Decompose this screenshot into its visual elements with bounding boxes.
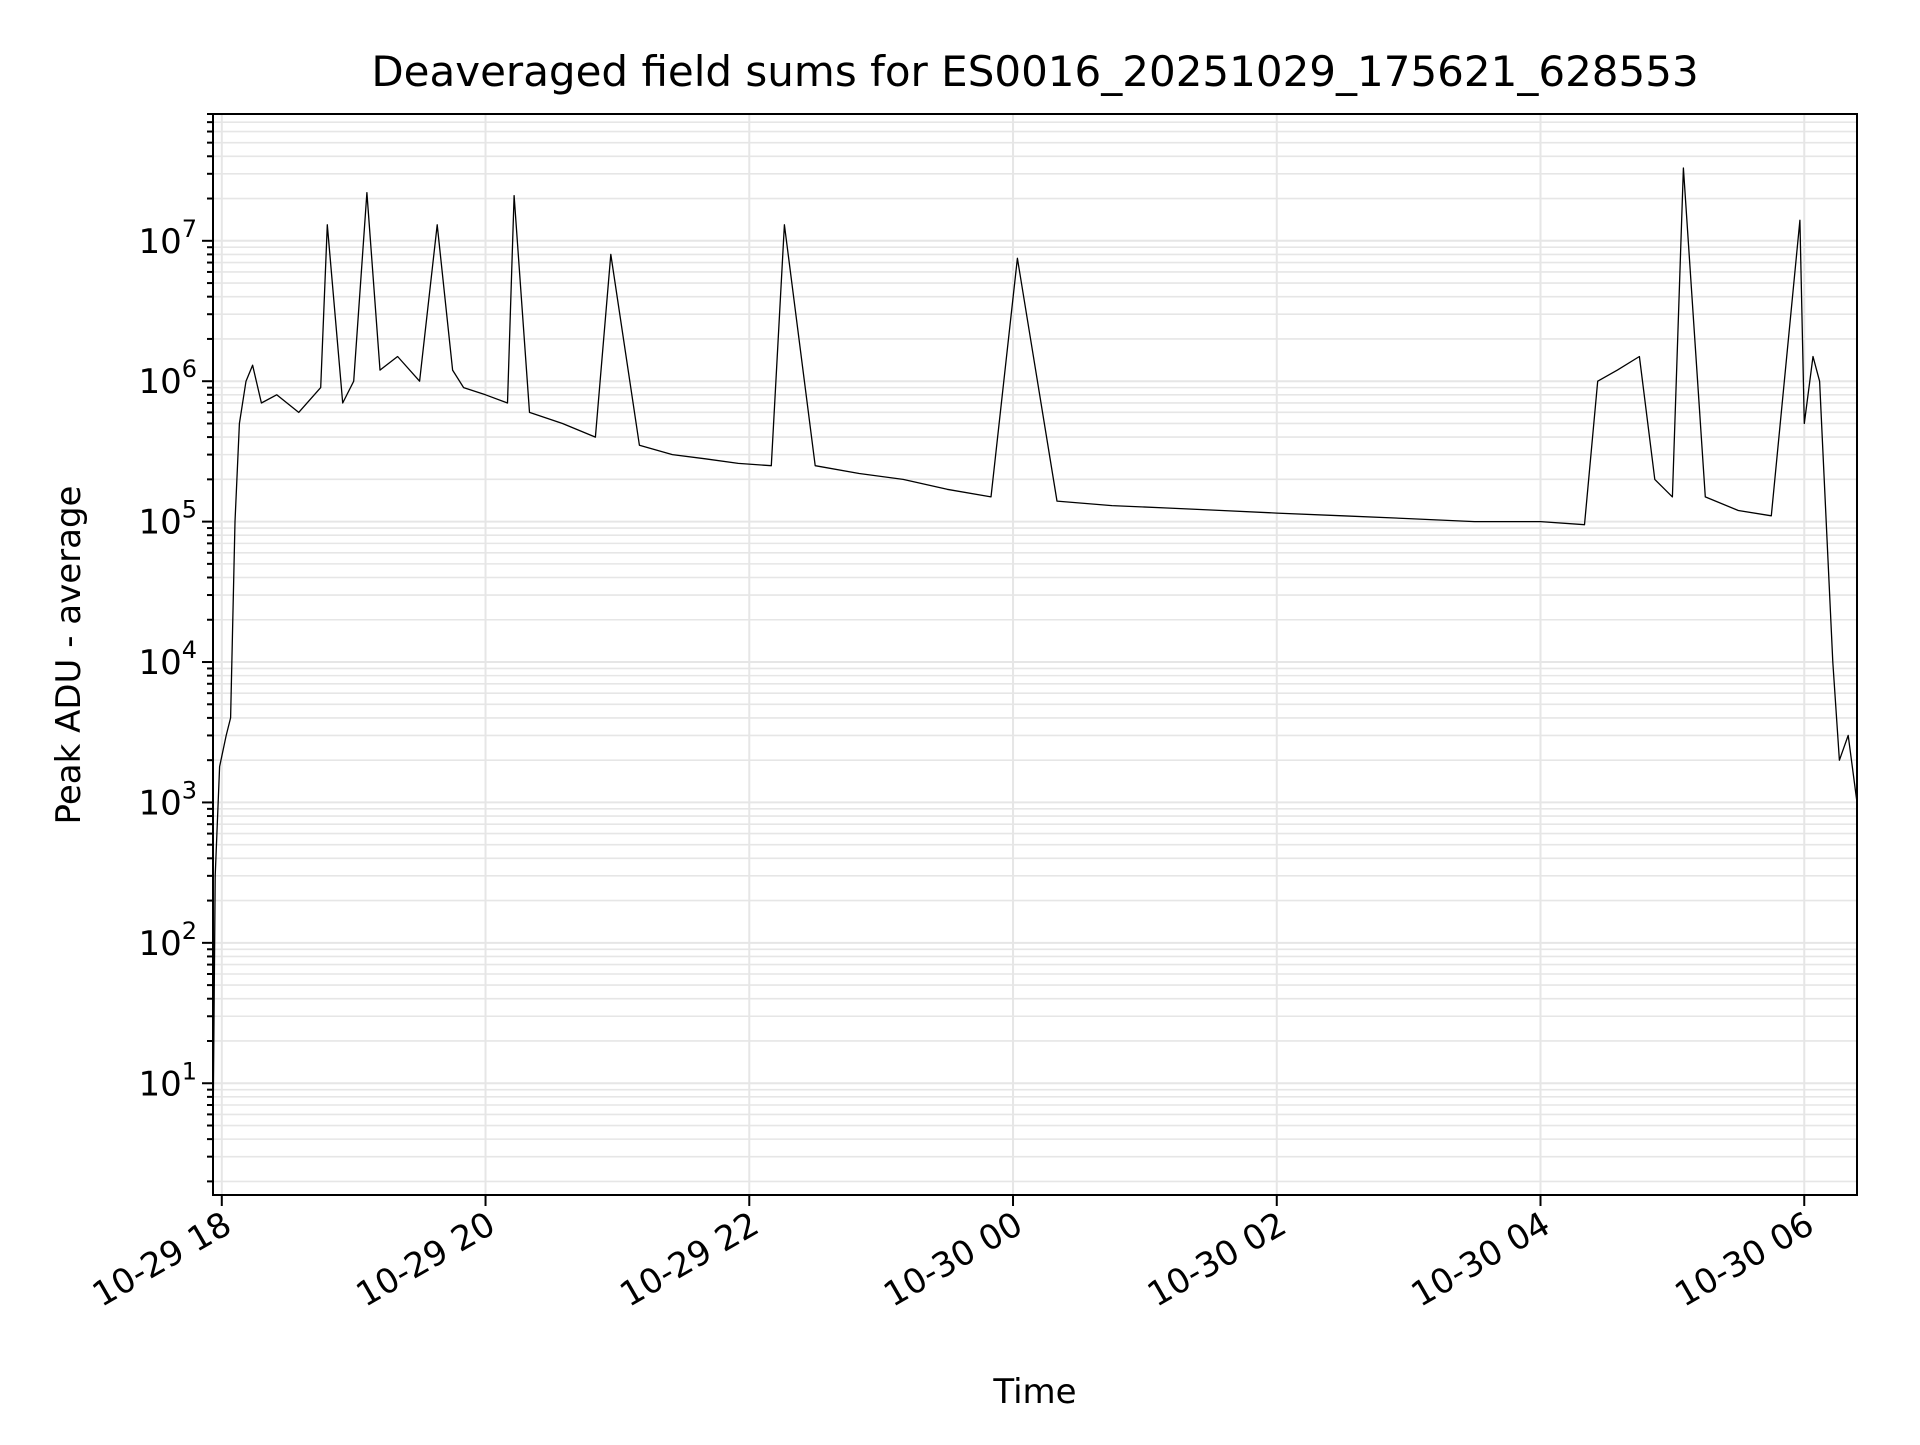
x-tick-label: 10-30 06 <box>1668 1204 1820 1315</box>
x-axis: 10-29 18 10-29 20 10-29 22 10-30 00 10-30 02… <box>86 1195 1821 1315</box>
x-tick-label: 10-29 18 <box>86 1204 238 1315</box>
x-tick-label: 10-29 22 <box>613 1204 765 1315</box>
plot-frame <box>212 113 1858 1196</box>
x-axis-label: Time <box>992 1372 1076 1412</box>
x-tick-label: 10-29 20 <box>350 1204 502 1315</box>
y-tick-label: 101 <box>138 1057 197 1104</box>
y-tick-label: 102 <box>138 917 197 964</box>
x-tick-label: 10-30 04 <box>1405 1204 1557 1315</box>
grid-layer <box>213 113 1857 1195</box>
y-tick-label: 106 <box>138 355 197 402</box>
x-tick-label: 10-30 02 <box>1141 1204 1293 1315</box>
y-tick-label: 105 <box>138 496 197 543</box>
y-tick-label: 103 <box>138 776 197 823</box>
y-axis: 101 102 103 104 105 106 107 <box>138 113 213 1183</box>
data-series-line <box>212 167 1858 1140</box>
y-tick-label: 104 <box>138 636 197 683</box>
y-axis-label: Peak ADU - average <box>49 486 89 825</box>
x-tick-label: 10-30 00 <box>877 1204 1029 1315</box>
y-tick-label: 107 <box>138 215 197 262</box>
chart-title: Deaveraged field sums for ES0016_2025102… <box>371 47 1698 96</box>
